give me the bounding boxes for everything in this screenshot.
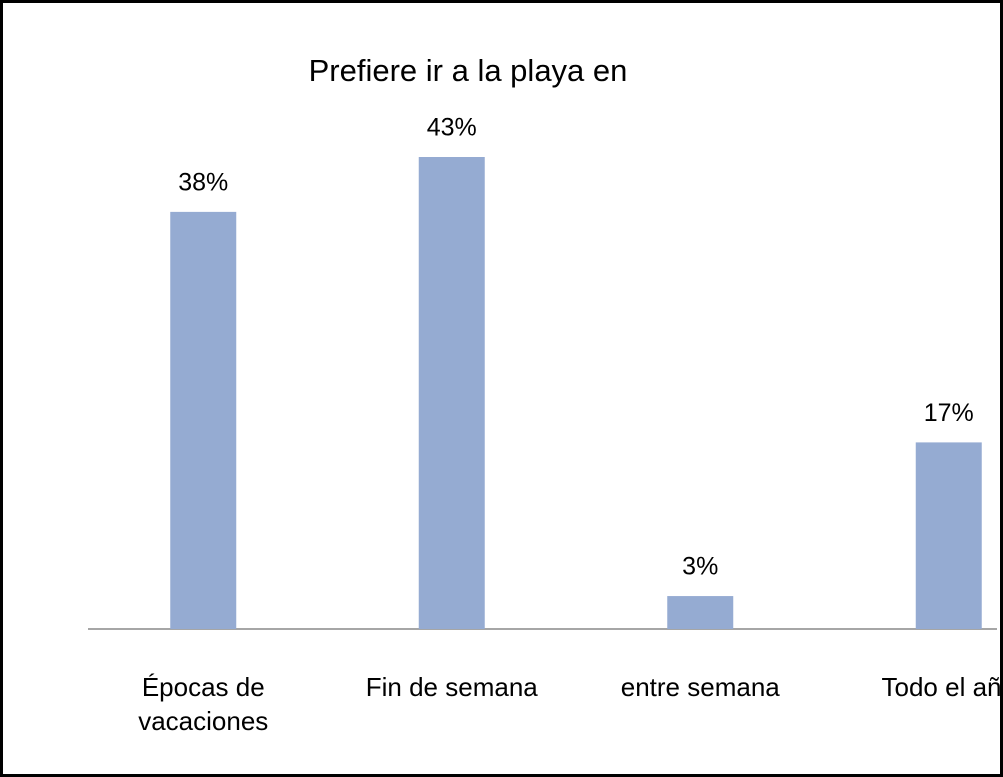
data-label: 38% xyxy=(178,168,228,196)
x-tick-label: Todo el año xyxy=(881,672,1003,702)
bar xyxy=(667,596,734,629)
bar xyxy=(915,442,982,629)
x-tick-label: Épocas de vacaciones xyxy=(138,672,269,736)
x-tick-label: Fin de semana xyxy=(365,672,538,702)
bar xyxy=(170,211,237,629)
data-label: 3% xyxy=(682,553,718,581)
chart-title: Prefiere ir a la playa en xyxy=(309,53,628,88)
data-label: 17% xyxy=(924,399,974,427)
chart: Prefiere ir a la playa en 38% 43% 3% 17% xyxy=(88,53,997,630)
data-label: 43% xyxy=(427,114,477,142)
x-tick-label: entre semana xyxy=(620,672,780,702)
bar xyxy=(418,157,485,629)
